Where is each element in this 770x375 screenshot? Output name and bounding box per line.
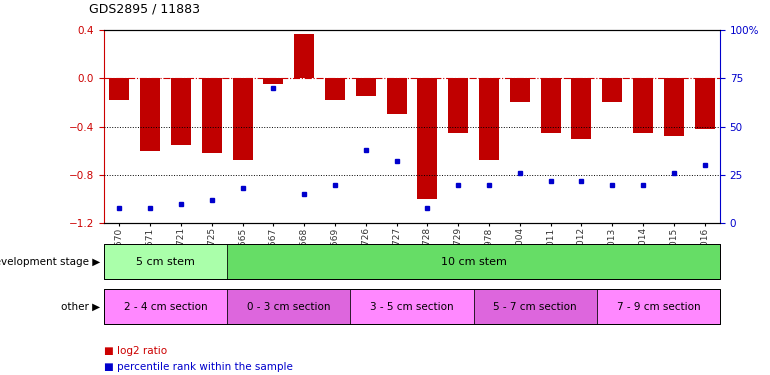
Bar — [571, 78, 591, 139]
Bar — [140, 78, 160, 151]
Bar — [325, 78, 345, 100]
Text: 0 - 3 cm section: 0 - 3 cm section — [247, 302, 330, 312]
Bar — [448, 78, 468, 133]
Bar — [510, 78, 530, 102]
Bar — [417, 78, 437, 199]
Bar — [479, 78, 499, 160]
Text: other ▶: other ▶ — [61, 302, 100, 312]
Bar — [263, 78, 283, 84]
Bar — [541, 78, 561, 133]
Text: 10 cm stem: 10 cm stem — [440, 256, 507, 267]
Text: 7 - 9 cm section: 7 - 9 cm section — [617, 302, 700, 312]
Text: 3 - 5 cm section: 3 - 5 cm section — [370, 302, 454, 312]
Bar — [695, 78, 715, 129]
Text: 2 - 4 cm section: 2 - 4 cm section — [124, 302, 207, 312]
Bar — [202, 78, 222, 153]
Text: 5 - 7 cm section: 5 - 7 cm section — [494, 302, 577, 312]
Text: 5 cm stem: 5 cm stem — [136, 256, 195, 267]
Bar — [233, 78, 253, 160]
Bar — [109, 78, 129, 100]
Bar — [387, 78, 407, 114]
Bar — [633, 78, 653, 133]
Text: ■ percentile rank within the sample: ■ percentile rank within the sample — [104, 363, 293, 372]
Bar — [171, 78, 191, 145]
Bar — [294, 34, 314, 78]
Text: GDS2895 / 11883: GDS2895 / 11883 — [89, 2, 199, 15]
Bar — [602, 78, 622, 102]
Text: development stage ▶: development stage ▶ — [0, 256, 100, 267]
Bar — [356, 78, 376, 96]
Text: ■ log2 ratio: ■ log2 ratio — [104, 346, 167, 355]
Bar — [664, 78, 684, 136]
